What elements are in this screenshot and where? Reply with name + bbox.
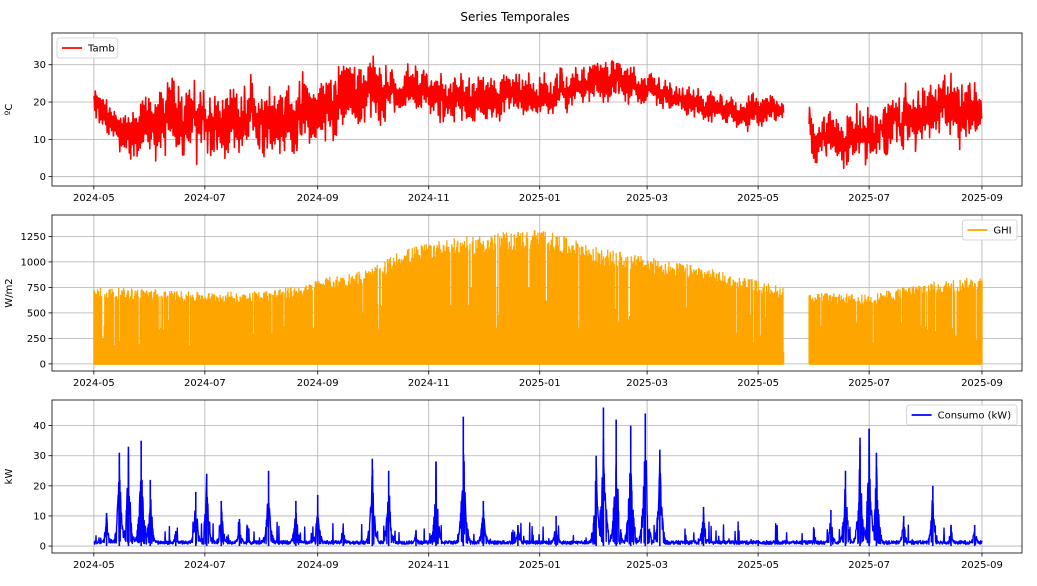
legend: Consumo (kW) bbox=[906, 404, 1018, 426]
plot-frame bbox=[51, 399, 1023, 554]
legend-box bbox=[906, 404, 1018, 426]
x-tick-label: 2024-05 bbox=[73, 378, 115, 389]
x-tick-label: 2025-05 bbox=[737, 193, 779, 204]
x-tick-label: 2025-07 bbox=[848, 378, 890, 389]
x-tick-label: 2025-09 bbox=[961, 378, 1003, 389]
x-tick-label: 2024-09 bbox=[297, 193, 339, 204]
x-tick-label: 2025-01 bbox=[519, 378, 561, 389]
y-tick-label: 0 bbox=[40, 542, 46, 553]
series-line-tamb bbox=[93, 55, 983, 169]
x-tick-label: 2025-07 bbox=[848, 193, 890, 204]
x-tick-label: 2024-07 bbox=[184, 193, 226, 204]
y-axis-label: kW bbox=[4, 469, 15, 485]
x-tick-label: 2024-05 bbox=[73, 193, 115, 204]
y-tick-label: 10 bbox=[33, 135, 46, 146]
y-tick-label: 0 bbox=[40, 359, 46, 370]
plot-frame bbox=[51, 214, 1023, 372]
y-tick-label: 1250 bbox=[21, 232, 46, 243]
x-tick-label: 2024-05 bbox=[73, 560, 115, 571]
legend-label: GHI bbox=[993, 226, 1011, 237]
series-line-consumo bbox=[93, 428, 983, 545]
y-tick-label: 250 bbox=[27, 334, 46, 345]
y-tick-label: 40 bbox=[33, 421, 46, 432]
x-tick-label: 2024-11 bbox=[408, 193, 450, 204]
x-tick-label: 2025-09 bbox=[961, 193, 1003, 204]
y-tick-label: 30 bbox=[33, 451, 46, 462]
x-tick-label: 2024-11 bbox=[408, 560, 450, 571]
y-tick-label: 20 bbox=[33, 98, 46, 109]
y-tick-label: 10 bbox=[33, 511, 46, 522]
y-tick-label: 20 bbox=[33, 481, 46, 492]
legend-label: Consumo (kW) bbox=[938, 411, 1012, 422]
plot-frame bbox=[51, 32, 1023, 187]
series-base-ghi bbox=[93, 361, 784, 365]
y-axis-label: ºC bbox=[4, 104, 15, 116]
x-tick-label: 2025-01 bbox=[519, 193, 561, 204]
ghi-panel: 2024-05 2024-07 2024-09 2024-11 2025-01 2025-… bbox=[4, 214, 1023, 389]
x-tick-label: 2025-03 bbox=[626, 560, 668, 571]
series-base-ghi bbox=[809, 361, 982, 365]
x-tick-label: 2024-07 bbox=[184, 378, 226, 389]
y-tick-label: 750 bbox=[27, 283, 46, 294]
x-tick-label: 2024-09 bbox=[297, 378, 339, 389]
x-tick-label: 2024-07 bbox=[184, 560, 226, 571]
tamb-panel: 2024-05 2024-07 2024-09 2024-11 2025-01 2025-… bbox=[4, 32, 1023, 204]
x-tick-label: 2025-07 bbox=[848, 560, 890, 571]
x-tick-label: 2025-03 bbox=[626, 193, 668, 204]
legend-box bbox=[962, 219, 1018, 241]
x-tick-label: 2025-01 bbox=[519, 560, 561, 571]
series-area-ghi bbox=[93, 230, 983, 364]
x-tick-label: 2024-09 bbox=[297, 560, 339, 571]
y-tick-label: 30 bbox=[33, 60, 46, 71]
consumo-panel: 2024-05 2024-07 2024-09 2024-11 2025-01 2025-… bbox=[4, 399, 1023, 571]
legend-label: Tamb bbox=[87, 44, 115, 55]
x-tick-label: 2025-05 bbox=[737, 378, 779, 389]
x-tick-label: 2025-03 bbox=[626, 378, 668, 389]
legend-box bbox=[56, 37, 119, 59]
legend: GHI bbox=[962, 219, 1018, 241]
y-axis-label: W/m2 bbox=[4, 278, 15, 307]
x-tick-label: 2024-11 bbox=[408, 378, 450, 389]
legend: Tamb bbox=[56, 37, 119, 59]
x-tick-label: 2025-09 bbox=[961, 560, 1003, 571]
y-tick-label: 500 bbox=[27, 308, 46, 319]
figure-title: Series Temporales bbox=[460, 10, 569, 24]
y-tick-label: 1000 bbox=[21, 257, 46, 268]
y-tick-label: 0 bbox=[40, 172, 46, 183]
x-tick-label: 2025-05 bbox=[737, 560, 779, 571]
